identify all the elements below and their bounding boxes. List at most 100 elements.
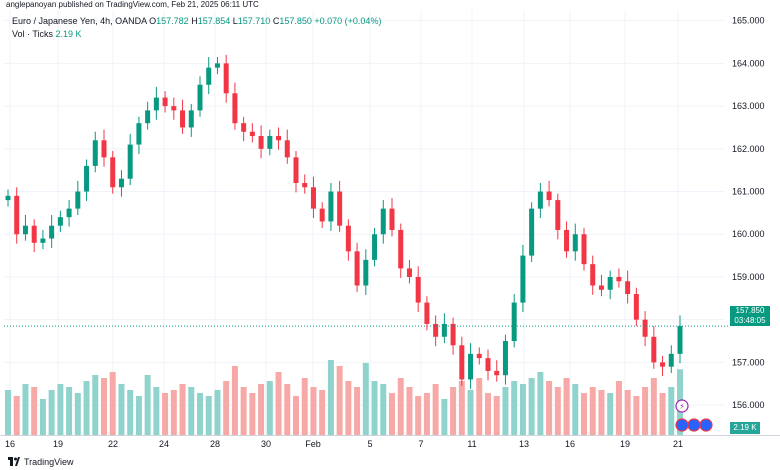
event-flag-icon-3[interactable] bbox=[699, 418, 713, 432]
candle-body bbox=[319, 208, 325, 222]
lightning-glyph: ⚡ bbox=[679, 402, 685, 411]
publisher-header: anglepanoyan published on TradingView.co… bbox=[6, 0, 259, 9]
candle-body bbox=[84, 165, 90, 192]
price-tick-label: 162.000 bbox=[732, 144, 765, 154]
candle-body bbox=[415, 276, 421, 303]
candle-body bbox=[380, 208, 386, 235]
volume-bar bbox=[310, 387, 317, 435]
candle-body bbox=[223, 63, 229, 94]
candle-body bbox=[406, 268, 412, 277]
candle-body bbox=[162, 97, 168, 107]
price-tick-label: 164.000 bbox=[732, 58, 765, 68]
volume-bar bbox=[240, 387, 247, 435]
volume-bar bbox=[293, 396, 299, 435]
event-flag-icon-2[interactable] bbox=[687, 418, 701, 432]
volume-bar bbox=[275, 372, 282, 435]
candle-body bbox=[441, 323, 447, 337]
candle-body bbox=[520, 255, 526, 303]
candle-body bbox=[118, 178, 124, 188]
candle-body bbox=[14, 195, 20, 235]
volume-bar bbox=[319, 390, 326, 435]
volume-bar bbox=[607, 393, 614, 435]
candle-body bbox=[258, 136, 264, 149]
candle-body bbox=[363, 259, 369, 286]
candle-body bbox=[468, 353, 474, 380]
candle-body bbox=[607, 276, 613, 290]
volume-bar bbox=[467, 390, 474, 435]
candle-body bbox=[232, 93, 238, 124]
change-value: +0.070 (+0.04%) bbox=[314, 16, 382, 26]
volume-bar bbox=[563, 378, 570, 435]
candle-body bbox=[668, 353, 674, 367]
volume-bar bbox=[615, 381, 622, 435]
event-flag-icon-1[interactable] bbox=[675, 418, 689, 432]
volume-bar bbox=[345, 381, 352, 435]
volume-bar bbox=[380, 384, 387, 435]
volume-bar bbox=[266, 381, 273, 435]
candle-body bbox=[389, 208, 395, 230]
volume-bar bbox=[13, 396, 20, 435]
volume-bar bbox=[432, 384, 439, 435]
volume-bar bbox=[546, 381, 553, 435]
symbol-title[interactable]: Euro / Japanese Yen, 4h, OANDA bbox=[12, 16, 147, 26]
lightning-event-icon[interactable] bbox=[675, 399, 689, 413]
candle-body bbox=[476, 353, 482, 359]
volume-bar bbox=[31, 387, 38, 435]
candle-body bbox=[214, 63, 220, 68]
candle-body bbox=[502, 341, 508, 376]
candle-body bbox=[276, 136, 282, 141]
volume-bar bbox=[397, 378, 404, 435]
volume-bar bbox=[22, 384, 29, 435]
candle-body bbox=[616, 276, 622, 282]
price-tick-label: 165.000 bbox=[732, 16, 765, 26]
volume-bar bbox=[66, 387, 73, 435]
time-tick-label: 7 bbox=[418, 439, 423, 449]
candle-body bbox=[433, 323, 439, 337]
candle-body bbox=[31, 225, 37, 243]
volume-bar bbox=[389, 393, 395, 435]
candle-body bbox=[546, 191, 552, 201]
time-axis[interactable]: 16 19 22 24 28 30 Feb 5 7 11 13 16 19 21 bbox=[5, 439, 683, 449]
price-axis[interactable]: 165.000 164.000 163.000 162.000 161.000 160.0… bbox=[732, 16, 765, 410]
candle-body bbox=[101, 140, 107, 158]
volume-bar bbox=[476, 378, 483, 435]
volume-bar bbox=[39, 399, 46, 435]
volume-bar bbox=[249, 393, 256, 435]
tradingview-logo-icon bbox=[8, 457, 20, 466]
volume-bar bbox=[589, 387, 596, 435]
volume-bar bbox=[659, 393, 666, 435]
volume-bar bbox=[493, 396, 500, 435]
volume-bar bbox=[423, 393, 430, 435]
candle-body bbox=[249, 131, 255, 137]
volume-bar bbox=[109, 372, 116, 435]
volume-label[interactable]: Vol · Ticks bbox=[12, 29, 54, 39]
candle-body bbox=[22, 225, 28, 235]
volume-bar bbox=[511, 381, 518, 435]
candle-body bbox=[241, 123, 247, 132]
volume-bar bbox=[223, 381, 230, 435]
candle-body bbox=[40, 238, 46, 243]
close-label: C bbox=[272, 16, 280, 26]
candle-body bbox=[302, 182, 308, 188]
candle-body bbox=[57, 217, 63, 226]
candle-body bbox=[511, 302, 517, 342]
candle-body bbox=[537, 191, 543, 209]
time-tick-label: 11 bbox=[467, 439, 476, 449]
last-price-tag: 157.850 03:48:05 bbox=[730, 306, 770, 326]
candlesticks bbox=[5, 54, 683, 389]
last-price-value: 157.850 bbox=[735, 306, 765, 315]
event-markers[interactable]: ⚡ bbox=[675, 399, 713, 432]
time-tick-label: 24 bbox=[159, 439, 169, 449]
volume-bar bbox=[327, 360, 334, 435]
volume-bar bbox=[162, 393, 169, 435]
price-tick-label: 163.000 bbox=[732, 101, 765, 111]
ohlc-row: Euro / Japanese Yen, 4h, OANDA O157.782 … bbox=[12, 15, 381, 28]
tradingview-brand[interactable]: TradingView bbox=[24, 457, 74, 467]
candle-body bbox=[529, 208, 535, 256]
candle-body bbox=[625, 281, 631, 295]
candle-body bbox=[660, 362, 666, 367]
close-value: 157.850 bbox=[279, 16, 312, 26]
footer: TradingView bbox=[8, 457, 74, 467]
candle-body bbox=[398, 229, 404, 269]
